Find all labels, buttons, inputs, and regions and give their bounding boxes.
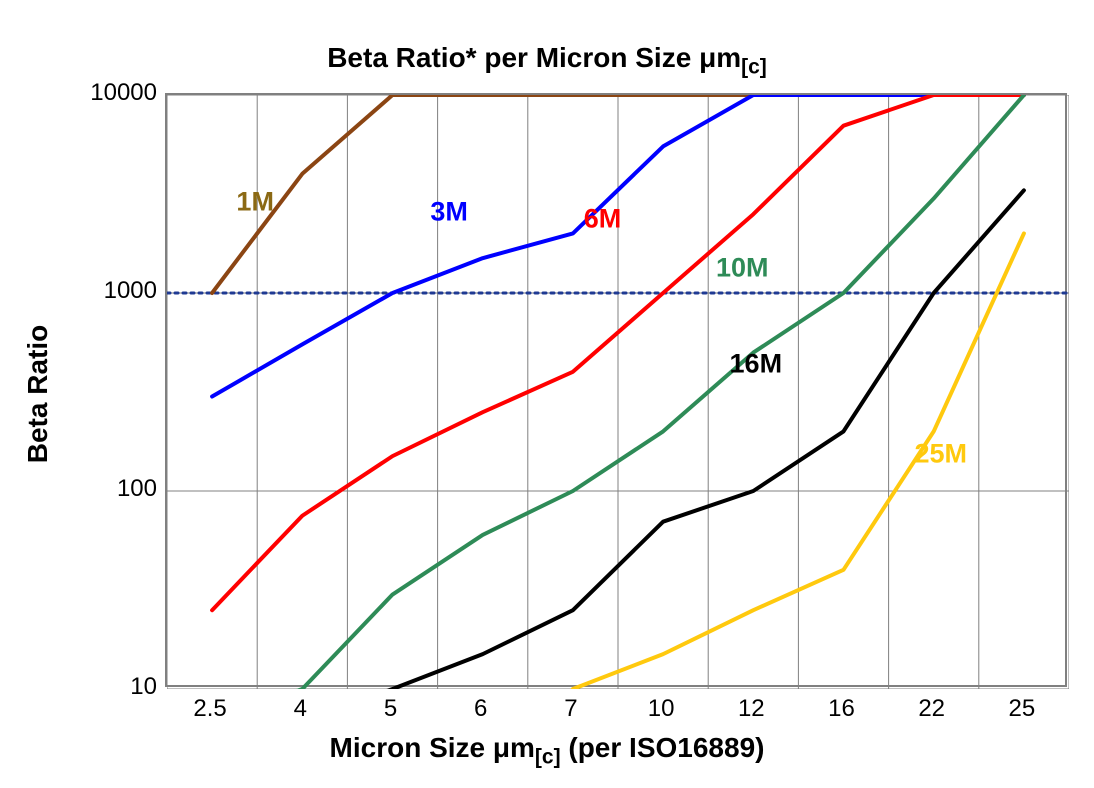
x-tick-label: 25: [1009, 695, 1036, 723]
chart-container: Beta Ratio* per Micron Size μm[c] Beta R…: [0, 0, 1094, 788]
series-label-16m: 16M: [730, 348, 783, 379]
x-axis-label: Micron Size μm[c] (per ISO16889): [0, 732, 1094, 770]
y-tick-label: 10000: [57, 79, 157, 107]
y-axis-label: Beta Ratio: [22, 325, 54, 463]
xlabel-prefix: Micron Size: [330, 732, 493, 763]
plot-area: [165, 93, 1067, 687]
chart-title: Beta Ratio* per Micron Size μm[c]: [0, 42, 1094, 80]
series-label-1m: 1M: [236, 187, 274, 218]
title-subscript: [c]: [741, 56, 767, 79]
y-tick-label: 100: [57, 475, 157, 503]
x-tick-label: 22: [918, 695, 945, 723]
x-tick-label: 2.5: [193, 695, 226, 723]
series-label-25m: 25M: [914, 439, 967, 470]
x-tick-label: 7: [564, 695, 577, 723]
title-prefix: Beta Ratio* per Micron Size: [327, 42, 699, 73]
x-tick-label: 10: [648, 695, 675, 723]
x-tick-label: 16: [828, 695, 855, 723]
x-tick-label: 12: [738, 695, 765, 723]
plot-svg: [167, 95, 1069, 689]
series-label-3m: 3M: [430, 197, 468, 228]
y-tick-label: 1000: [57, 277, 157, 305]
title-symbol: μm: [699, 42, 741, 73]
xlabel-suffix: (per ISO16889): [561, 732, 765, 763]
x-tick-label: 4: [294, 695, 307, 723]
xlabel-subscript: [c]: [535, 746, 561, 769]
xlabel-symbol: μm: [493, 732, 535, 763]
y-axis-label-container: Beta Ratio: [18, 0, 58, 788]
x-tick-label: 5: [384, 695, 397, 723]
series-label-10m: 10M: [716, 253, 769, 284]
series-label-6m: 6M: [584, 204, 622, 235]
y-tick-label: 10: [57, 673, 157, 701]
x-tick-label: 6: [474, 695, 487, 723]
